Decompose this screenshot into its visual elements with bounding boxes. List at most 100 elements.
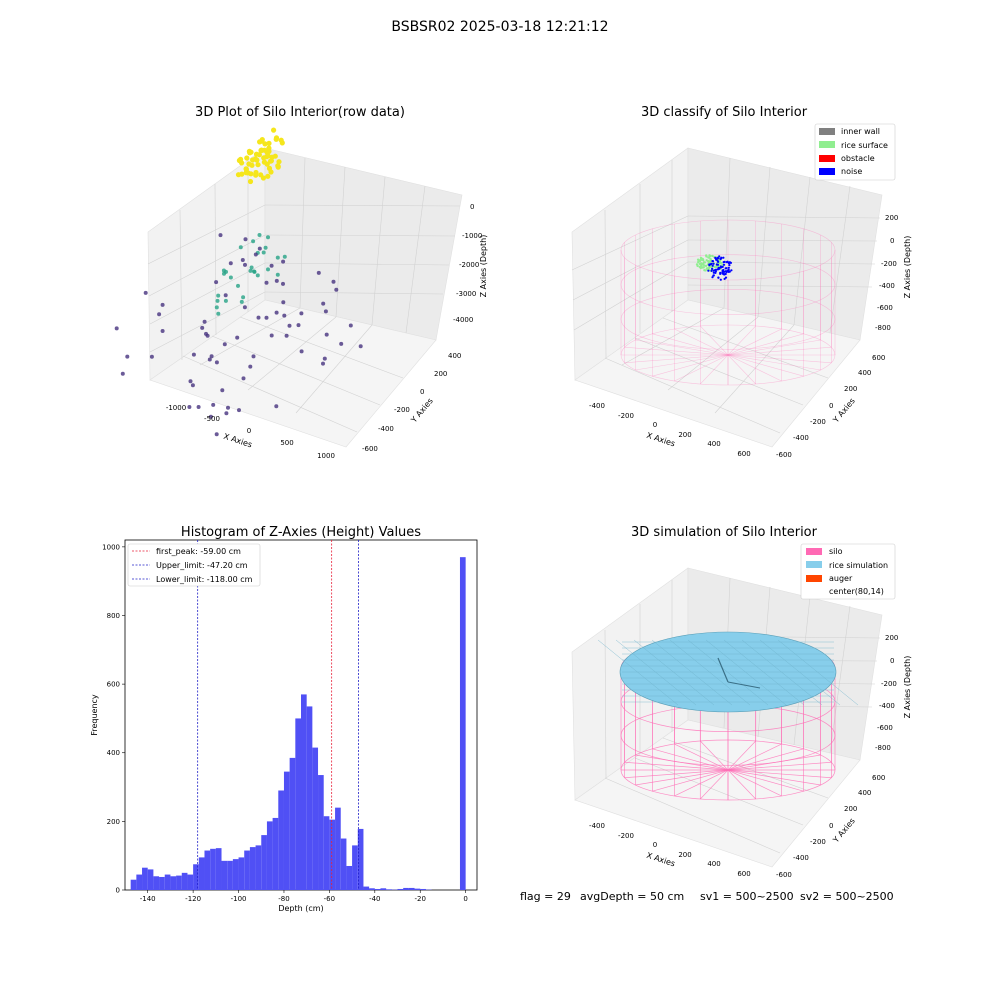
raw-point [252,269,257,274]
noise-point [724,270,727,273]
noise-point [724,276,728,279]
simulation-x-tick: 200 [678,851,691,859]
simulation-silo-spoke [674,769,729,797]
raw-x-tick: 1000 [317,452,335,460]
raw-point [190,383,195,388]
simulation-x-tick: 0 [653,841,657,849]
simulation-silo-spoke [624,769,729,779]
classify-legend: inner wall rice surface obstacle noise [814,123,896,181]
classify-silo-ring [620,254,836,315]
histogram-y-label: Frequency [90,694,99,736]
histogram-y-tick-label: 600 [107,681,120,689]
simulation-silo-spoke [727,769,832,779]
classify-x-label: X Axies [645,431,676,449]
raw-point [216,311,221,316]
noise-point [725,261,728,264]
classify-z-tick: -400 [879,282,895,290]
legend-box [127,543,261,587]
histogram-bar [136,874,143,890]
raw-point [248,149,254,155]
classify-x-tick: -200 [618,412,634,420]
raw-point [269,263,274,268]
classify-silo-ring [620,219,836,281]
raw-point [257,233,262,237]
raw-point [322,356,327,361]
raw-point [214,305,219,310]
classify-silo-spoke [624,354,729,364]
raw-point [214,432,219,437]
classify-z-tick: -800 [875,324,891,332]
histogram-bar [278,790,284,890]
histogram-bar [408,887,415,890]
simulation-silo-spoke [652,748,729,771]
simulation-y-tick: -600 [776,871,792,879]
noise-point [723,273,726,276]
simulation-y-tick: 600 [872,774,885,782]
raw-point [244,155,250,161]
raw-y-tick: -600 [362,445,378,453]
raw-point [202,319,207,324]
raw-point [160,302,165,307]
raw-point [226,405,230,410]
legend-swatch-auger [806,575,822,582]
raw-point [196,405,201,409]
simulation-silo-spoke [652,769,729,792]
flag-readout: flag = 29 [520,890,571,903]
noise-point [717,276,720,279]
classify-silo-spoke [727,354,804,377]
noise-point [710,269,713,272]
simulation-y-tick: 0 [829,822,833,830]
rice-simulation-mesh-line [777,639,859,706]
histogram-bar [193,864,199,890]
classify-silo-spoke [727,325,756,356]
histogram-bar [204,850,211,890]
simulation-silo-spoke [727,743,782,771]
raw-point [160,329,165,333]
raw-point [331,279,336,284]
simulation-silo-spoke [635,769,729,786]
raw-point [215,298,220,303]
histogram-x-tick-label: -20 [415,895,426,903]
raw-point [240,258,245,262]
raw-point [218,233,223,238]
rice-surface-point [704,264,708,268]
noise-point [719,278,722,281]
simulation-plot-title: 3D simulation of Silo Interior [631,525,818,540]
histogram-legend: first_peak: -59.00 cm Upper_limit: -47.2… [127,543,261,587]
simulation-silo-spoke [727,761,832,771]
histogram-bar [420,888,426,890]
panel-classify-3d: 3D classify of Silo Interior inner wall … [571,105,912,459]
simulation-silo-spoke [727,769,804,792]
histogram-bar [244,850,250,890]
histogram-x-label: Depth (cm) [278,904,323,913]
classify-silo-spoke [635,339,729,356]
classify-z-label: Z Axies (Depth) [903,236,912,299]
noise-point [718,255,721,258]
legend-swatch-obstacle [819,155,835,162]
histogram-bar [357,828,364,890]
legend-box [800,543,896,600]
histogram-bar [374,888,381,890]
simulation-z-tick: 0 [890,657,894,665]
classify-y-tick: 400 [858,369,871,377]
legend-label-lower-limit: Lower_limit: -118.00 cm [156,575,253,584]
raw-point [238,245,243,250]
raw-point [299,311,304,316]
raw-point [273,136,279,142]
raw-point [339,341,344,346]
histogram-y-tick-label: 800 [107,612,120,620]
histogram-bar [164,874,171,890]
raw-point [216,293,221,298]
raw-point [316,270,321,275]
simulation-x-tick: 400 [707,860,720,868]
legend-label-noise: noise [841,167,862,176]
raw-grid [147,157,461,433]
raw-point [242,305,247,310]
raw-point [256,315,261,320]
histogram-bar [142,867,148,890]
sv2-readout: sv2 = 500~2500 [800,890,894,903]
histogram-bar [346,865,353,890]
noise-point [711,264,714,267]
histogram-bar [232,859,239,890]
raw-point [207,357,212,362]
